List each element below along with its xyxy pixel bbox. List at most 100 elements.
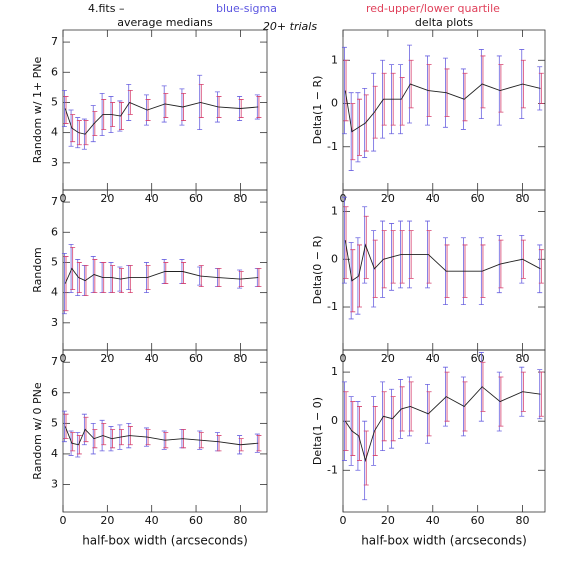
sigma-bar (355, 237, 361, 315)
quartile-bar (70, 114, 76, 143)
x-tick-label: 40 (145, 352, 159, 365)
trials-note: 20+ trials (263, 20, 317, 33)
quartile-bar (256, 268, 262, 288)
quartile-bar (110, 265, 116, 294)
quartile-bar (399, 230, 405, 284)
x-tick-label: 20 (381, 352, 395, 365)
sigma-bar (341, 381, 347, 461)
y-axis-label: Delta(1 − 0) (311, 397, 324, 465)
median-line (64, 101, 259, 135)
quartile-bar (256, 96, 262, 118)
quartile-bar (83, 265, 89, 297)
sigma-bar (68, 109, 74, 147)
x-tick-label: 20 (100, 352, 114, 365)
y-tick-label: 1 (331, 365, 338, 378)
y-tick-label: 5 (51, 416, 58, 429)
quartile-bar (198, 83, 204, 118)
sigma-bar (348, 92, 354, 171)
y-tick-label: 5 (51, 95, 58, 108)
y-tick-label: 1 (331, 53, 338, 66)
x-tick-label: 60 (189, 352, 203, 365)
y-tick-label: 6 (51, 386, 58, 399)
quartile-bar (76, 435, 82, 455)
quartile-bar (462, 381, 468, 432)
file-label: 4.fits – (88, 2, 124, 15)
quartile-bar (372, 406, 378, 456)
quartile-bar (256, 435, 262, 452)
quartile-bar (343, 391, 349, 452)
quartile-bar (118, 268, 124, 294)
x-tick-label: 80 (516, 352, 530, 365)
x-tick-label: 80 (233, 352, 247, 365)
y-tick-label: 4 (51, 286, 58, 299)
median-line (344, 240, 541, 282)
quartile-bar (350, 401, 356, 456)
sigma-bar (90, 422, 96, 455)
y-axis-label: Delta(1 − R) (311, 76, 324, 145)
sigma-bar (442, 366, 448, 427)
sigma-bar (341, 46, 347, 135)
sigma-bar (355, 401, 361, 471)
y-tick-label: -1 (327, 300, 338, 313)
x-tick-label: 40 (426, 192, 440, 205)
quartile-bar (538, 249, 544, 284)
x-tick-label: 80 (516, 192, 530, 205)
sigma-bar (99, 92, 105, 137)
y-tick-label: 0 (331, 414, 338, 427)
quartile-bar (390, 396, 396, 442)
x-tick-label: 40 (145, 514, 159, 527)
quartile-bar (480, 55, 486, 109)
x-axis-label: half-box width (arcseconds) (361, 534, 527, 548)
sigma-bar (68, 430, 74, 456)
y-tick-label: 7 (51, 35, 58, 48)
x-tick-label: 40 (426, 352, 440, 365)
sigma-bar (362, 420, 368, 501)
quartile-bar (216, 435, 222, 452)
sigma-bar (478, 352, 484, 422)
sigma-note: blue-sigma (216, 2, 277, 15)
y-tick-label: 7 (51, 195, 58, 208)
median-line (344, 386, 541, 463)
x-tick-label: 40 (426, 514, 440, 527)
sigma-bar (61, 252, 67, 315)
x-tick-label: 80 (516, 514, 530, 527)
quartile-bar (350, 249, 356, 313)
sigma-bar (81, 413, 87, 446)
quartile-bar (357, 244, 363, 308)
quartile-bar (498, 64, 504, 113)
quartile-bar (363, 94, 369, 152)
y-tick-label: 3 (51, 156, 58, 169)
x-tick-label: 60 (189, 514, 203, 527)
quartile-bar (70, 246, 76, 291)
y-tick-label: 4 (51, 447, 58, 460)
x-tick-label: 80 (233, 192, 247, 205)
quartile-bar (372, 85, 378, 139)
sigma-bar (371, 396, 377, 466)
quartile-bar (163, 92, 169, 118)
sigma-bar (75, 117, 81, 149)
sigma-bar (61, 410, 67, 443)
sigma-bar (380, 381, 386, 452)
quartile-note: red-upper/lower quartile (366, 2, 500, 15)
x-tick-label: 20 (100, 192, 114, 205)
x-tick-label: 20 (100, 514, 114, 527)
y-tick-label: 5 (51, 255, 58, 268)
quartile-bar (83, 416, 89, 443)
panel-frame (62, 349, 268, 513)
quartile-bar (163, 262, 169, 284)
sigma-bar (348, 396, 354, 466)
y-tick-label: -1 (327, 463, 338, 476)
x-axis-label: half-box width (arcseconds) (82, 534, 248, 548)
quartile-bar (480, 361, 486, 412)
y-tick-label: -1 (327, 140, 338, 153)
y-tick-label: 0 (331, 97, 338, 110)
sigma-bar (68, 243, 74, 294)
median-line (64, 426, 259, 446)
y-tick-label: 3 (51, 316, 58, 329)
sigma-bar (348, 242, 354, 320)
quartile-bar (181, 262, 187, 284)
quartile-bar (92, 259, 98, 294)
quartile-bar (101, 422, 107, 446)
median-line (344, 83, 541, 133)
quartile-bar (426, 230, 432, 284)
